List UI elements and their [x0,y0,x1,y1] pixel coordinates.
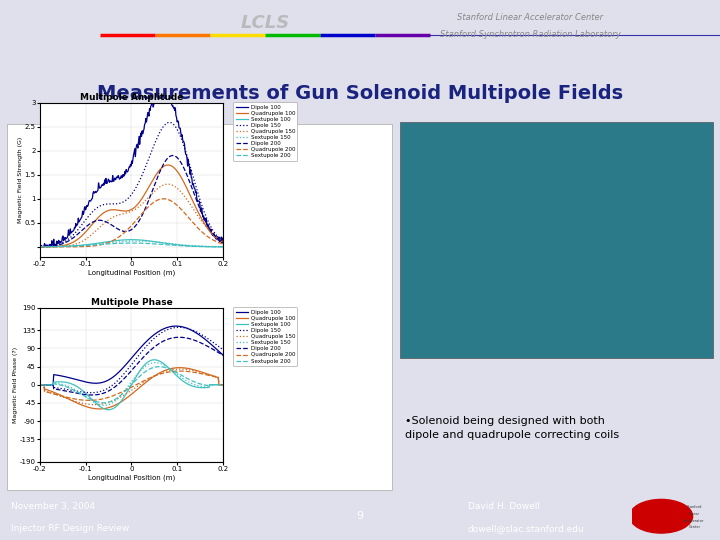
Text: Stanford Synchrotron Radiation Laboratory: Stanford Synchrotron Radiation Laborator… [440,30,621,39]
Title: Multipole Amplitude: Multipole Amplitude [80,93,183,102]
Legend: Dipole 100, Quadrupole 100, Sextupole 100, Dipole 150, Quadrupole 150, Sextupole: Dipole 100, Quadrupole 100, Sextupole 10… [233,307,297,366]
Y-axis label: Magnetic Field Strength (G): Magnetic Field Strength (G) [18,137,23,222]
Title: Multipole Phase: Multipole Phase [91,298,172,307]
Text: Stanford: Stanford [687,505,702,509]
Text: Measurements of Gun Solenoid Multipole Fields: Measurements of Gun Solenoid Multipole F… [97,84,623,103]
Text: Center: Center [688,525,701,529]
Text: Accelerator: Accelerator [684,518,704,523]
Text: Stanford Linear Accelerator Center: Stanford Linear Accelerator Center [457,14,603,23]
FancyBboxPatch shape [7,124,392,490]
Text: dowell@slac.stanford.edu: dowell@slac.stanford.edu [468,524,585,533]
Text: LCLS: LCLS [240,14,289,32]
Text: David H. Dowell: David H. Dowell [468,502,540,511]
Circle shape [630,500,693,533]
Text: •Solenoid being designed with both
dipole and quadrupole correcting coils: •Solenoid being designed with both dipol… [405,416,618,440]
X-axis label: Longitudinal Position (m): Longitudinal Position (m) [88,475,175,481]
Text: 9: 9 [356,511,364,521]
Text: November 3, 2004: November 3, 2004 [11,502,95,511]
Legend: Dipole 100, Quadrupole 100, Sextupole 100, Dipole 150, Quadrupole 150, Sextupole: Dipole 100, Quadrupole 100, Sextupole 10… [233,102,297,160]
X-axis label: Longitudinal Position (m): Longitudinal Position (m) [88,269,175,276]
Text: Injector RF Design Review: Injector RF Design Review [11,524,129,533]
Text: Linear: Linear [689,512,700,516]
Bar [400,122,713,358]
Y-axis label: Magnetic Field Phase (?): Magnetic Field Phase (?) [13,347,18,423]
